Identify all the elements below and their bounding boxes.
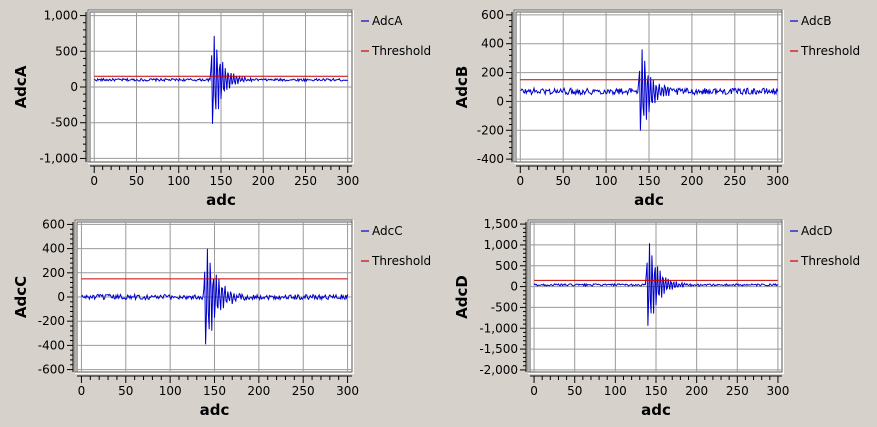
legend-label: AdcA <box>372 14 403 28</box>
y-tick-label: 0 <box>70 80 78 94</box>
legend-label: Threshold <box>800 44 860 58</box>
y-tick-label: 200 <box>481 66 504 80</box>
y-tick-label: 0 <box>496 94 504 108</box>
y-tick-label: -1,000 <box>39 151 78 165</box>
y-tick-label: -500 <box>51 116 78 130</box>
x-tick-label: 100 <box>604 384 627 398</box>
x-tick-label: 50 <box>556 174 571 188</box>
y-tick-label: -1,500 <box>479 342 518 356</box>
x-tick-label: 50 <box>129 174 144 188</box>
y-tick-label: -200 <box>477 123 504 137</box>
chart-panel-adcd: 1,500 1,000 500 0 -500 -1,000 -1,500 -2,000 0 50 1… <box>453 217 860 419</box>
y-tick-label: -400 <box>38 338 65 352</box>
x-tick-label: 250 <box>292 384 315 398</box>
x-tick-label: 200 <box>247 384 270 398</box>
series-line-adca <box>93 35 348 124</box>
x-axis-title: adc <box>206 191 236 209</box>
y-tick-label: 1,500 <box>484 217 518 231</box>
y-tick-label: -600 <box>38 363 65 377</box>
y-tick-label: 500 <box>495 259 518 273</box>
series-line-adcc <box>81 248 349 345</box>
series-line-adcd <box>533 243 779 326</box>
x-tick-label: 0 <box>78 384 86 398</box>
y-tick-label: -200 <box>38 314 65 328</box>
x-tick-label: 100 <box>167 174 190 188</box>
series-line-adcb <box>520 49 779 131</box>
x-tick-label: 0 <box>90 174 98 188</box>
x-tick-label: 0 <box>530 384 538 398</box>
y-tick-label: -1,000 <box>479 321 518 335</box>
x-tick-label: 200 <box>252 174 275 188</box>
x-tick-label: 250 <box>726 384 749 398</box>
legend-label: Threshold <box>800 254 860 268</box>
chart-panel-adcb: 600 400 200 0 -200 -400 0 50 100 150 200 250 300 adc A… <box>453 8 860 209</box>
y-tick-label: -500 <box>491 300 518 314</box>
y-tick-label: 1,000 <box>484 238 518 252</box>
y-axis-title: AdcB <box>453 66 471 109</box>
x-tick-label: 50 <box>567 384 582 398</box>
y-tick-label: 400 <box>42 242 65 256</box>
x-axis-title: adc <box>641 401 671 419</box>
chart-panel-adcc: 600 400 200 0 -200 -400 -600 0 50 100 150 200 250 300… <box>12 217 431 419</box>
y-tick-label: 600 <box>481 8 504 22</box>
y-tick-label: -2,000 <box>479 363 518 377</box>
x-tick-label: 0 <box>516 174 524 188</box>
x-tick-label: 150 <box>638 174 661 188</box>
y-axis-title: AdcC <box>12 276 30 318</box>
x-tick-label: 100 <box>159 384 182 398</box>
x-tick-label: 250 <box>294 174 317 188</box>
x-tick-label: 150 <box>203 384 226 398</box>
x-tick-label: 100 <box>595 174 618 188</box>
x-tick-label: 250 <box>723 174 746 188</box>
y-tick-label: 1,000 <box>44 9 78 23</box>
x-tick-label: 300 <box>336 174 359 188</box>
y-axis-title: AdcD <box>453 275 471 319</box>
y-axis-title: AdcA <box>12 65 30 108</box>
legend-label: AdcD <box>801 224 832 238</box>
y-tick-label: 600 <box>42 217 65 231</box>
legend-label: AdcC <box>372 224 403 238</box>
x-axis-title: adc <box>634 191 664 209</box>
legend-label: Threshold <box>371 254 431 268</box>
x-tick-label: 300 <box>766 174 789 188</box>
x-tick-label: 200 <box>680 174 703 188</box>
y-tick-label: 400 <box>481 37 504 51</box>
y-tick-label: 0 <box>57 290 65 304</box>
x-tick-label: 300 <box>336 384 359 398</box>
y-tick-label: 200 <box>42 266 65 280</box>
y-tick-label: 500 <box>55 44 78 58</box>
chart-panel-adca: 1,000 500 0 -500 -1,000 0 50 100 150 200 250 300 adc… <box>12 9 431 209</box>
x-tick-label: 150 <box>645 384 668 398</box>
y-tick-label: -400 <box>477 152 504 166</box>
x-tick-label: 300 <box>766 384 789 398</box>
x-tick-label: 200 <box>685 384 708 398</box>
legend-label: AdcB <box>801 14 831 28</box>
x-tick-label: 50 <box>118 384 133 398</box>
legend-label: Threshold <box>371 44 431 58</box>
x-axis-title: adc <box>200 401 230 419</box>
x-tick-label: 150 <box>210 174 233 188</box>
y-tick-label: 0 <box>510 280 518 294</box>
